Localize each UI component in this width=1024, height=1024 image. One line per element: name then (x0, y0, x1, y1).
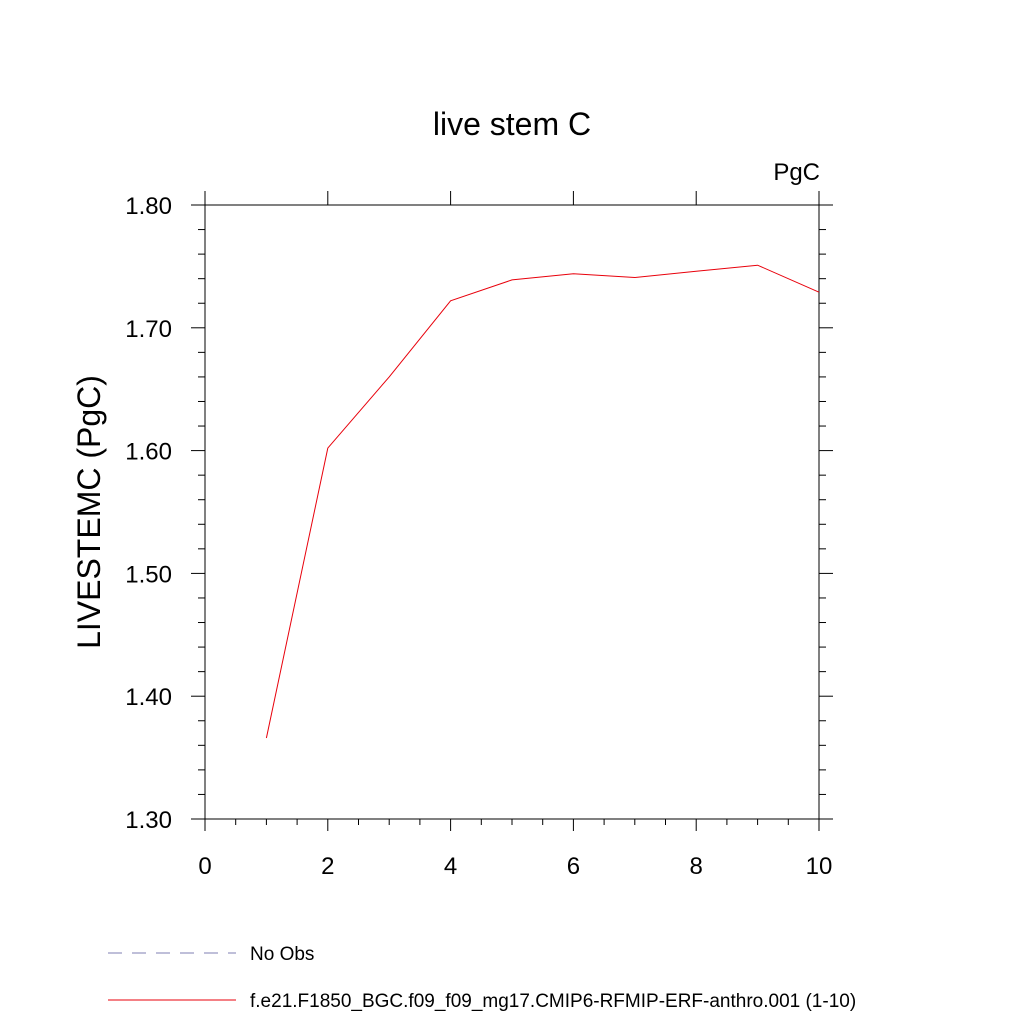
x-tick-label: 8 (690, 853, 703, 880)
plot-area (204, 204, 820, 820)
series-line (265, 264, 820, 739)
x-tick-label: 6 (567, 853, 580, 880)
y-tick-label: 1.50 (125, 561, 172, 588)
x-tick-label: 2 (321, 853, 334, 880)
legend: No Obs f.e21.F1850_BGC.f09_f09_mg17.CMIP6… (108, 944, 856, 1012)
legend-label: f.e21.F1850_BGC.f09_f09_mg17.CMIP6-RFMIP… (250, 991, 856, 1012)
y-tick-label: 1.80 (125, 193, 172, 220)
plot-border (204, 204, 820, 820)
y-tick-label: 1.40 (125, 684, 172, 711)
y-tick-label: 1.70 (125, 316, 172, 343)
chart-title: live stem C (433, 106, 591, 142)
units-label: PgC (773, 159, 820, 186)
axis-ticks: 0 2 4 6 8 10 1.30 1.40 1.50 1.60 1.70 1.80 (125, 191, 833, 880)
y-axis-label: LIVESTEMC (PgC) (71, 375, 107, 649)
data-series (265, 264, 820, 739)
x-tick-label: 4 (444, 853, 457, 880)
legend-label: No Obs (250, 944, 314, 965)
x-tick-label: 0 (198, 853, 211, 880)
y-tick-label: 1.60 (125, 439, 172, 466)
y-tick-label: 1.30 (125, 807, 172, 834)
x-tick-label: 10 (806, 853, 833, 880)
